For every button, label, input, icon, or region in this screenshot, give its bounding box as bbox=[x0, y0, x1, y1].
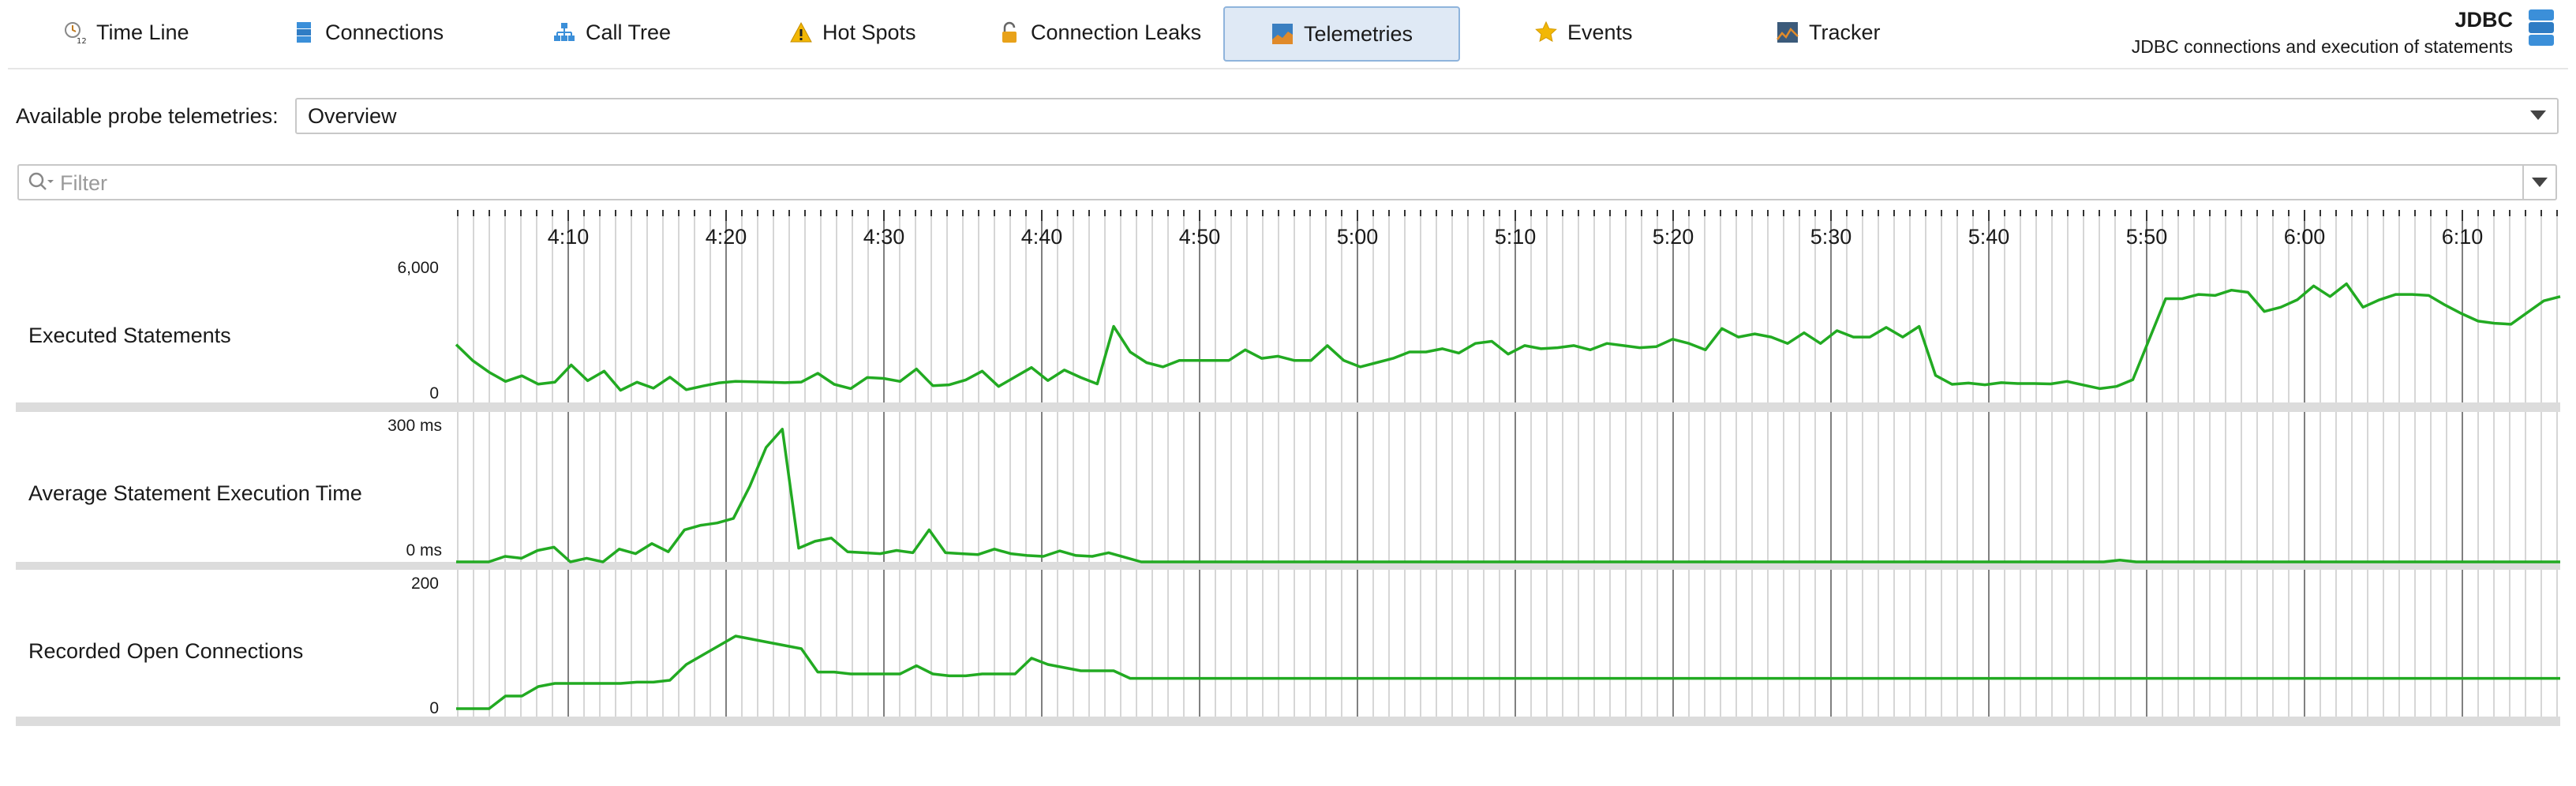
y-tick-label: 300 ms bbox=[388, 417, 442, 435]
star-icon bbox=[1534, 21, 1558, 44]
time-tick-label: 6:10 bbox=[2441, 225, 2484, 249]
time-tick-label: 5:00 bbox=[1336, 225, 1379, 249]
tab-time-line[interactable]: 12 Time Line bbox=[63, 6, 189, 58]
series-line-1 bbox=[455, 282, 2561, 392]
database-icon bbox=[2525, 8, 2557, 47]
time-tick-label: 4:30 bbox=[863, 225, 905, 249]
module-title: JDBC bbox=[2454, 8, 2513, 32]
svg-text:12: 12 bbox=[77, 37, 87, 44]
tab-label: Call Tree bbox=[586, 20, 672, 44]
time-tick-label: 5:50 bbox=[2125, 225, 2168, 249]
lock-icon bbox=[998, 21, 1021, 44]
tab-label: Tracker bbox=[1809, 20, 1881, 44]
telemetry-label-executed-statements: Executed Statements bbox=[28, 324, 231, 347]
filter-history-dropdown[interactable] bbox=[2522, 166, 2555, 199]
tab-connections[interactable]: Connections bbox=[292, 6, 444, 58]
probe-selected-value: Overview bbox=[308, 104, 397, 128]
telemetries-icon bbox=[1271, 22, 1294, 46]
tab-label: Telemetries bbox=[1303, 21, 1413, 46]
telemetry-row-separator bbox=[16, 562, 2560, 570]
time-tick-label: 5:30 bbox=[1810, 225, 1852, 249]
tab-call-tree[interactable]: Call Tree bbox=[552, 6, 671, 58]
view-tab-bar: 12 Time Line Connections Call Tree Hot S… bbox=[0, 0, 2576, 66]
tab-hot-spots[interactable]: Hot Spots bbox=[789, 6, 916, 58]
series-line-2 bbox=[456, 428, 2560, 563]
telemetry-label-avg-execution-time: Average Statement Execution Time bbox=[28, 481, 362, 505]
time-tick-label: 4:50 bbox=[1178, 225, 1221, 249]
tab-label: Events bbox=[1567, 20, 1633, 44]
filter-placeholder: Filter bbox=[60, 171, 107, 195]
time-tick-label: 5:10 bbox=[1494, 225, 1537, 249]
telemetry-row-separator bbox=[16, 402, 2560, 412]
y-tick-label: 200 bbox=[410, 575, 439, 593]
chevron-down-icon bbox=[2530, 110, 2546, 120]
y-tick-label: 0 bbox=[429, 699, 439, 717]
y-tick-label: 0 ms bbox=[406, 541, 442, 560]
tab-bar-divider bbox=[8, 68, 2568, 69]
time-tick-label: 5:40 bbox=[1968, 225, 2010, 249]
module-subtitle: JDBC connections and execution of statem… bbox=[2131, 36, 2513, 57]
tab-label: Hot Spots bbox=[822, 20, 916, 44]
time-tick-label: 6:00 bbox=[2283, 225, 2326, 249]
tab-label: Time Line bbox=[96, 20, 189, 44]
y-tick-label: 0 bbox=[429, 384, 439, 402]
timeline-icon: 12 bbox=[63, 21, 87, 46]
time-tick-label: 5:20 bbox=[1652, 225, 1694, 249]
tab-events[interactable]: Events bbox=[1534, 6, 1633, 58]
telemetry-label-open-connections: Recorded Open Connections bbox=[28, 639, 304, 663]
tab-label: Connections bbox=[325, 20, 444, 44]
tab-label: Connection Leaks bbox=[1031, 20, 1202, 44]
call-tree-icon bbox=[552, 21, 576, 44]
tracker-icon bbox=[1776, 21, 1799, 44]
time-tick-label: 4:40 bbox=[1020, 225, 1063, 249]
warning-icon bbox=[789, 21, 813, 44]
tab-tracker[interactable]: Tracker bbox=[1776, 6, 1881, 58]
connections-icon bbox=[292, 21, 316, 44]
y-tick-label: 6,000 bbox=[397, 259, 439, 277]
search-icon bbox=[27, 170, 58, 194]
telemetry-row-separator bbox=[16, 717, 2560, 726]
series-line-3 bbox=[456, 634, 2560, 710]
time-tick-label: 4:20 bbox=[705, 225, 747, 249]
tab-telemetries[interactable]: Telemetries bbox=[1223, 6, 1460, 62]
filter-input[interactable]: Filter bbox=[17, 164, 2557, 200]
time-tick-label: 4:10 bbox=[547, 225, 590, 249]
probe-telemetries-label: Available probe telemetries: bbox=[16, 104, 279, 128]
probe-telemetries-select[interactable]: Overview bbox=[295, 98, 2559, 134]
tab-connection-leaks[interactable]: Connection Leaks bbox=[998, 6, 1201, 58]
